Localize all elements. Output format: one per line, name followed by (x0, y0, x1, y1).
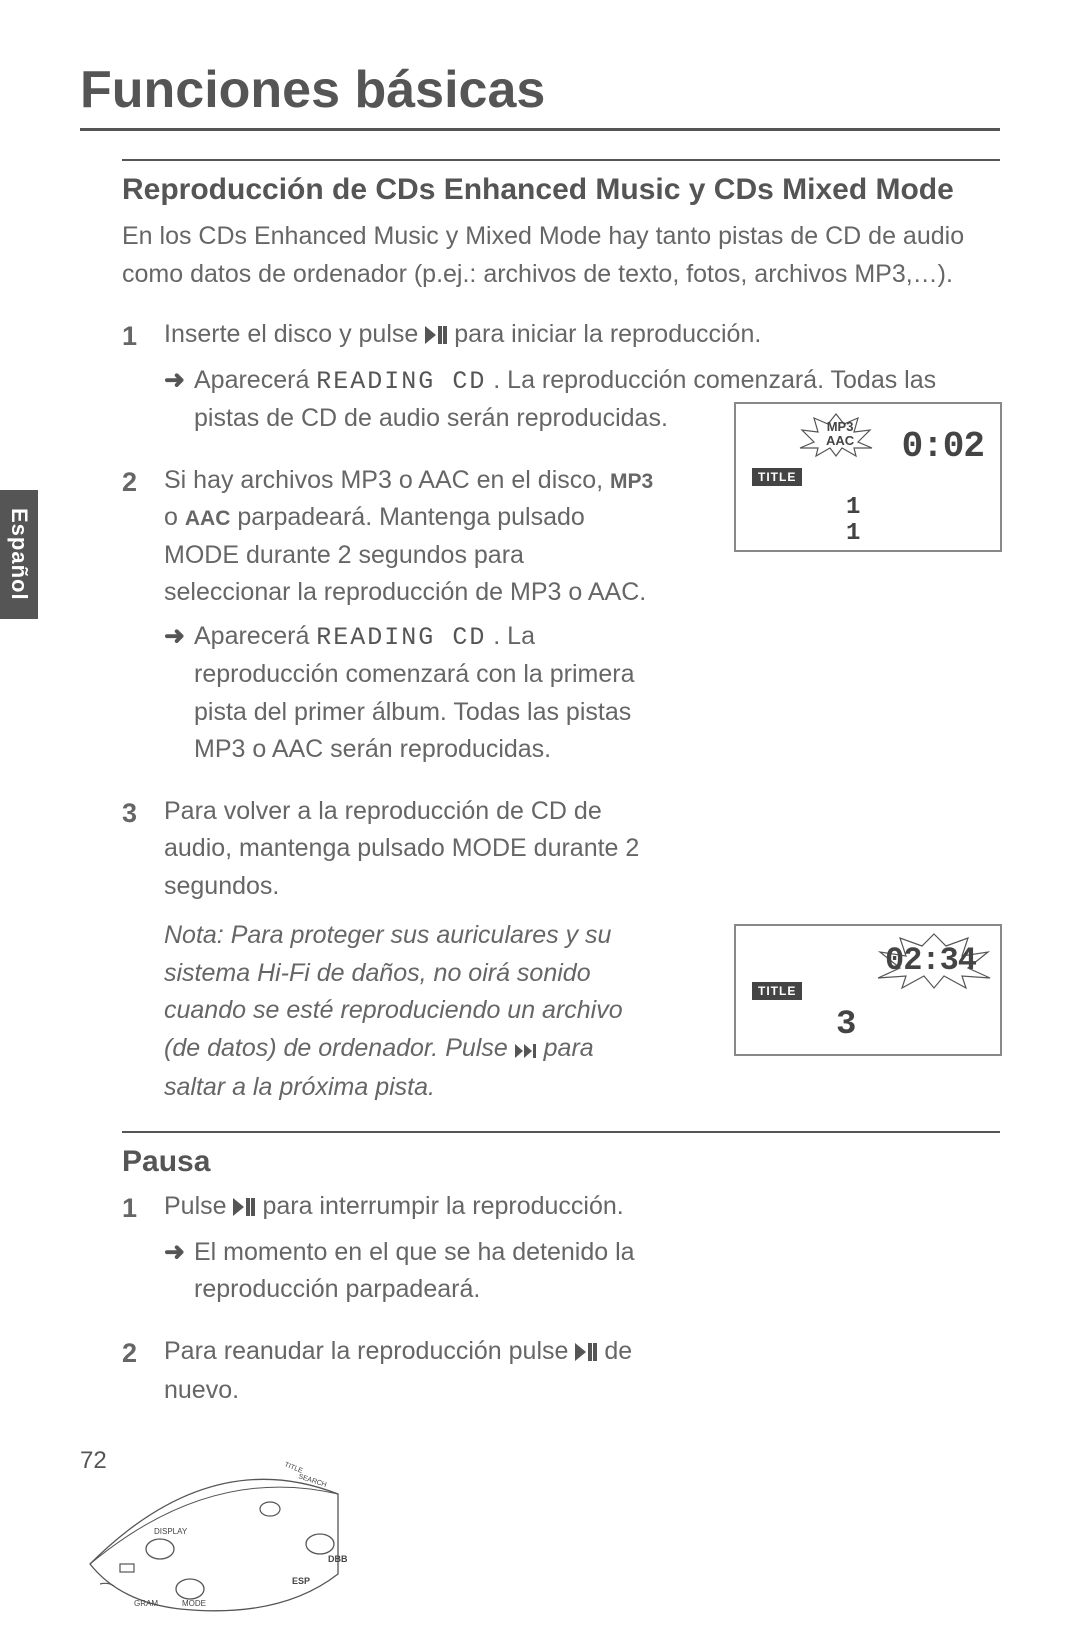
play-pause-icon (575, 1335, 597, 1373)
p-step1-sub: ➜ El momento en el que se ha detenido la… (164, 1234, 654, 1309)
step-number: 1 (122, 1188, 164, 1309)
step1-text-a: Inserte el disco y pulse (164, 320, 425, 348)
esp-label: ESP (292, 1576, 310, 1586)
lcd-album: 1 (846, 520, 860, 547)
mp3-aac-badge: MP3 AAC (826, 420, 854, 449)
gram-label: GRAM (134, 1599, 158, 1608)
step1-sub-a: Aparecerá (194, 366, 316, 394)
section-rule (122, 159, 1000, 161)
step1-text-b: para iniciar la reproducción. (454, 320, 761, 348)
display-label: DISPLAY (154, 1527, 188, 1536)
step-number: 2 (122, 1333, 164, 1410)
note: Nota: Para proteger sus auriculares y su… (164, 917, 654, 1107)
section-intro: En los CDs Enhanced Music y Mixed Mode h… (122, 217, 1000, 295)
p-step1-sub-text: El momento en el que se ha detenido la r… (194, 1234, 654, 1309)
play-pause-icon (233, 1190, 255, 1228)
title-badge: TITLE (752, 982, 802, 1000)
device-figure: DISPLAY MODE GRAM DBB ESP SEARCH TITLE (80, 1434, 348, 1624)
mode-label: MODE (182, 1599, 206, 1608)
or-text: o (164, 503, 185, 531)
arrow-icon: ➜ (164, 1234, 194, 1309)
p-step2-a: Para reanudar la reproducción pulse (164, 1337, 575, 1365)
reading-cd-text: READING CD (316, 623, 486, 652)
step2-sub: ➜ Aparecerá READING CD . La reproducción… (164, 618, 654, 769)
step2-text-a: Si hay archivos MP3 o AAC en el disco, (164, 466, 610, 494)
reading-cd-text: READING CD (316, 367, 486, 396)
lcd-time: 02:34 (885, 942, 976, 979)
step2-text-b: parpadeará. Mantenga pulsado MODE durant… (164, 503, 646, 606)
arrow-icon: ➜ (164, 618, 194, 769)
step3-text: Para volver a la reproducción de CD de a… (164, 797, 639, 900)
section-heading: Pausa (122, 1143, 1000, 1181)
lcd-track: 3 (836, 1006, 856, 1044)
lcd-figure-2: 02:34 TITLE 3 (734, 924, 1002, 1056)
title-label: TITLE (283, 1461, 304, 1475)
title-badge: TITLE (752, 468, 802, 486)
arrow-icon: ➜ (164, 362, 194, 438)
lcd-time: 0:02 (902, 426, 984, 467)
aac-label: AAC (185, 507, 231, 530)
play-pause-icon (425, 318, 447, 356)
p-step1-b: para interrumpir la reproducción. (262, 1192, 623, 1220)
dbb-label: DBB (328, 1554, 348, 1564)
section-pausa: Pausa 1 Pulse para interrumpir la reprod… (122, 1131, 1000, 1410)
language-tab: Español (0, 490, 38, 619)
section-heading: Reproducción de CDs Enhanced Music y CDs… (122, 171, 1000, 209)
section-rule (122, 1131, 1000, 1133)
step-number: 1 (122, 316, 164, 438)
p-step1-a: Pulse (164, 1192, 233, 1220)
step-number: 3 (122, 793, 164, 1107)
pausa-step-2: 2 Para reanudar la reproducción pulse de… (122, 1333, 1000, 1410)
lcd-figure-1: MP3 AAC 0:02 TITLE 1 1 (734, 402, 1002, 552)
pausa-step-1: 1 Pulse para interrumpir la reproducción… (122, 1188, 1000, 1309)
step-number: 2 (122, 462, 164, 769)
search-label: SEARCH (297, 1473, 327, 1489)
lcd-track: 1 (846, 494, 860, 521)
mp3-label: MP3 (610, 470, 653, 493)
next-track-icon (515, 1032, 537, 1070)
page-number: 72 (80, 1447, 107, 1475)
page-title: Funciones básicas (80, 60, 1000, 131)
step2-sub-a: Aparecerá (194, 622, 316, 650)
